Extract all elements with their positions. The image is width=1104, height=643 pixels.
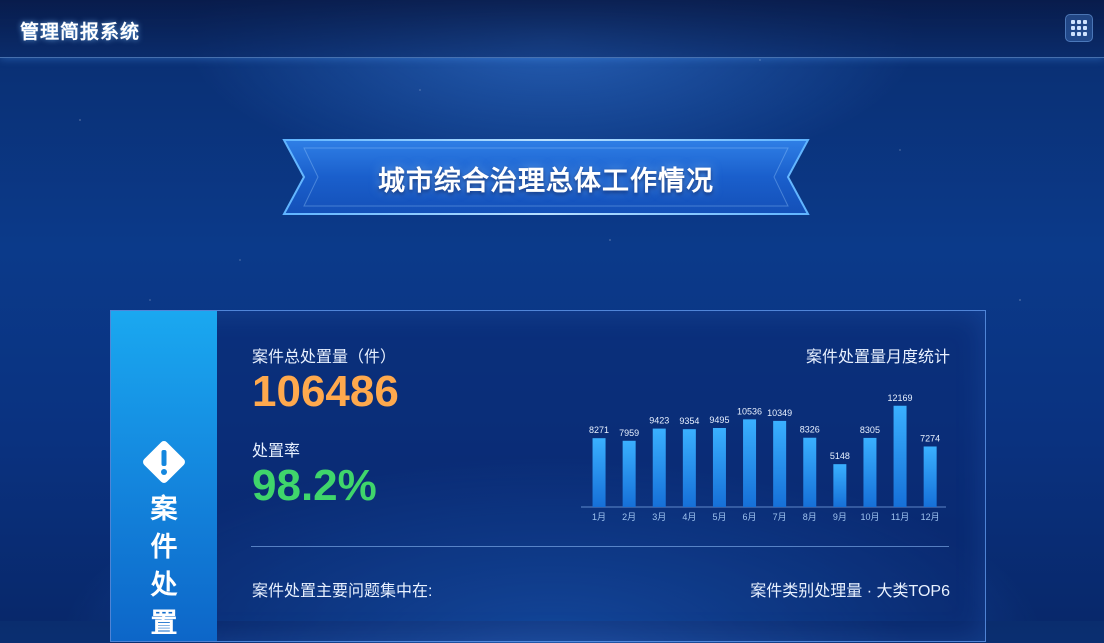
total-cases-label: 案件总处置量（件） (252, 349, 397, 366)
x-tick-label: 12月 (921, 512, 940, 522)
bar-value-label: 9495 (709, 415, 729, 425)
bar-value-label: 8326 (800, 425, 820, 435)
app-title: 管理简报系统 (20, 22, 141, 43)
bar-value-label: 10349 (767, 408, 792, 418)
chart-bar (893, 405, 907, 507)
case-handling-panel: 案 件 处 置 案件总处置量（件） 106486 处置率 98.2% 案件处置量… (110, 310, 986, 642)
monthly-bar-chart: 8271 1月 7959 2月 9423 3月 9354 4月 9495 5月 10536 6月 103… (581, 393, 946, 522)
grid-menu-icon[interactable] (1065, 14, 1093, 42)
tab-label-char: 处 (150, 570, 178, 601)
bar-value-label: 8305 (860, 425, 880, 435)
panel-divider (251, 546, 949, 547)
chart-bar (773, 420, 787, 507)
x-tick-label: 10月 (860, 512, 879, 522)
warning-diamond-icon (143, 441, 185, 483)
bar-value-label: 9423 (649, 416, 669, 426)
main-issues-label: 案件处置主要问题集中在: (252, 583, 433, 600)
chart-bar (592, 438, 606, 507)
chart-bar (622, 440, 636, 507)
chart-title: 案件处置量月度统计 (805, 349, 950, 366)
x-tick-label: 8月 (803, 512, 817, 522)
chart-bar (803, 437, 817, 507)
bar-value-label: 9354 (679, 416, 699, 426)
x-tick-label: 6月 (743, 512, 757, 522)
bar-value-label: 5148 (830, 451, 850, 461)
x-tick-label: 2月 (622, 512, 636, 522)
x-tick-label: 7月 (773, 512, 787, 522)
bar-value-label: 10536 (737, 406, 762, 416)
chart-bar (712, 428, 726, 507)
x-tick-label: 4月 (682, 512, 696, 522)
handling-rate-label: 处置率 (252, 443, 301, 460)
case-handling-tab: 案 件 处 置 (111, 311, 217, 641)
x-tick-label: 3月 (652, 512, 666, 522)
bar-value-label: 12169 (888, 393, 913, 403)
ribbon-shape (282, 139, 810, 215)
x-tick-label: 11月 (891, 512, 909, 522)
tab-label: 案 件 处 置 (111, 491, 217, 643)
chart-bar (652, 428, 666, 507)
tab-label-char: 案 (150, 494, 178, 525)
bar-value-label: 7274 (920, 433, 940, 443)
chart-bar (682, 429, 696, 507)
bar-value-label: 7959 (619, 428, 639, 438)
x-tick-label: 1月 (592, 512, 606, 522)
x-tick-label: 9月 (833, 512, 847, 522)
chart-bar (923, 446, 937, 507)
app-header: 管理简报系统 (0, 0, 1104, 58)
chart-bar (863, 437, 877, 507)
bar-value-label: 8271 (589, 425, 609, 435)
handling-rate-value: 98.2% (252, 461, 377, 510)
section-banner: 城市综合治理总体工作情况 (282, 138, 810, 218)
banner-title: 城市综合治理总体工作情况 (378, 166, 714, 196)
tab-label-char: 件 (150, 532, 178, 563)
x-tick-label: 5月 (712, 512, 726, 522)
tab-label-char: 置 (150, 608, 178, 639)
chart-bar (743, 419, 757, 507)
category-top6-label: 案件类别处理量 · 大类TOP6 (750, 583, 950, 600)
chart-bar (833, 464, 847, 507)
total-cases-value: 106486 (252, 367, 399, 416)
